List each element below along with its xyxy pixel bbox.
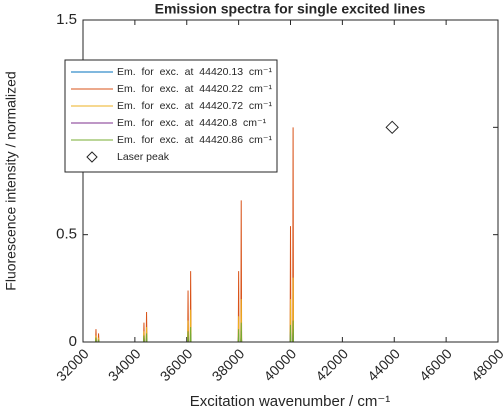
x-tick-label: 48000	[468, 345, 503, 384]
x-tick-label: 42000	[312, 345, 351, 384]
x-tick-label: 32000	[53, 345, 92, 384]
legend-label: Em. for exc. at 44420.8 cm⁻¹	[117, 117, 267, 129]
x-tick-label: 36000	[157, 345, 196, 384]
spectrum-line	[84, 277, 432, 342]
axes-box	[82, 19, 499, 343]
x-tick-label: 34000	[105, 345, 144, 384]
legend-marker	[86, 151, 98, 163]
y-tick-label: 0	[69, 333, 77, 350]
x-tick-label: 46000	[416, 345, 455, 384]
chart-title: Emission spectra for single excited line…	[155, 1, 426, 17]
legend-label: Em. for exc. at 44420.72 cm⁻¹	[117, 100, 272, 112]
legend-label: Em. for exc. at 44420.22 cm⁻¹	[117, 83, 272, 95]
y-tick-label: 1.5	[56, 11, 77, 28]
legend-label: Em. for exc. at 44420.86 cm⁻¹	[117, 134, 272, 146]
y-axis-label: Fluorescence intensity / normalized	[3, 71, 19, 290]
x-tick-label: 44000	[364, 345, 403, 384]
legend-label: Em. for exc. at 44420.13 cm⁻¹	[117, 66, 272, 78]
spectrum-line	[84, 127, 432, 342]
plot-lines	[84, 120, 432, 342]
spectrum-line	[84, 320, 432, 342]
x-axis-label: Excitation wavenumber / cm⁻¹	[190, 393, 391, 410]
laser-marker	[385, 120, 399, 135]
legend-label: Laser peak	[117, 151, 170, 163]
legend-box	[64, 59, 278, 173]
x-tick-label: 40000	[260, 345, 299, 384]
y-tick-label: 0.5	[56, 226, 77, 243]
x-tick-label: 38000	[209, 345, 248, 384]
